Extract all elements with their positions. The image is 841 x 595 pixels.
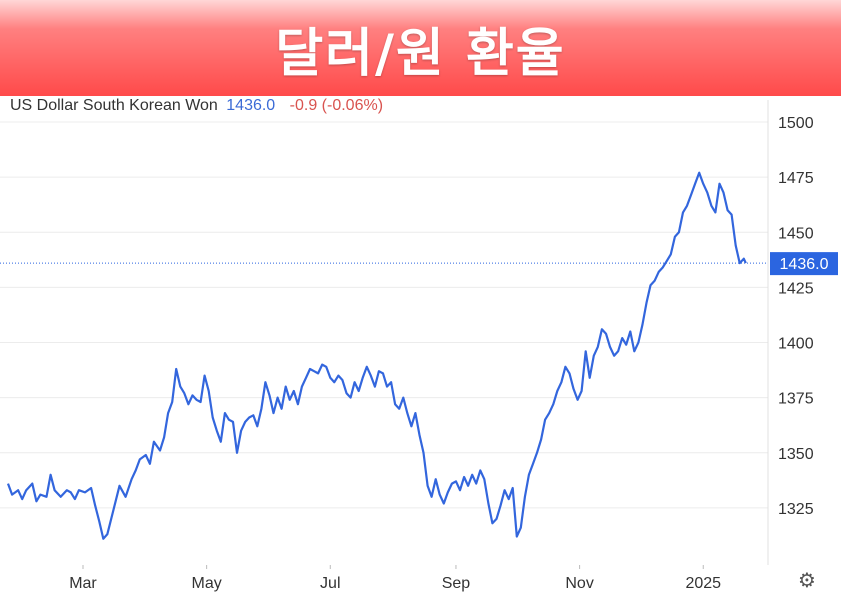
y-tick-label: 1375 <box>778 391 814 408</box>
y-tick-label: 1425 <box>778 280 814 297</box>
x-tick-label: Sep <box>442 575 471 592</box>
y-tick-label: 1350 <box>778 446 814 463</box>
x-tick-label: Jul <box>320 575 340 592</box>
change-value: -0.9 (-0.06%) <box>289 97 384 114</box>
x-tick-label: Nov <box>565 575 593 592</box>
series-line <box>6 171 747 540</box>
series-name: US Dollar South Korean Won <box>10 97 218 114</box>
gear-icon[interactable]: ⚙ <box>798 570 816 592</box>
x-tick-label: Mar <box>69 575 97 592</box>
current-value: 1436.0 <box>226 97 276 114</box>
y-tick-label: 1325 <box>778 501 814 518</box>
chart-legend: US Dollar South Korean Won 1436.0 -0.9 (… <box>10 97 383 115</box>
last-value-label: 1436.0 <box>780 256 829 273</box>
y-tick-label: 1500 <box>778 115 814 132</box>
y-tick-label: 1400 <box>778 336 814 353</box>
title-banner: 달러/원 환율 <box>0 0 841 96</box>
last-value-box <box>770 252 838 276</box>
x-tick-label: May <box>192 575 222 592</box>
x-tick-label: 2025 <box>685 575 721 592</box>
banner-title: 달러/원 환율 <box>275 23 566 84</box>
y-tick-label: 1475 <box>778 170 814 187</box>
y-tick-label: 1450 <box>778 225 814 242</box>
